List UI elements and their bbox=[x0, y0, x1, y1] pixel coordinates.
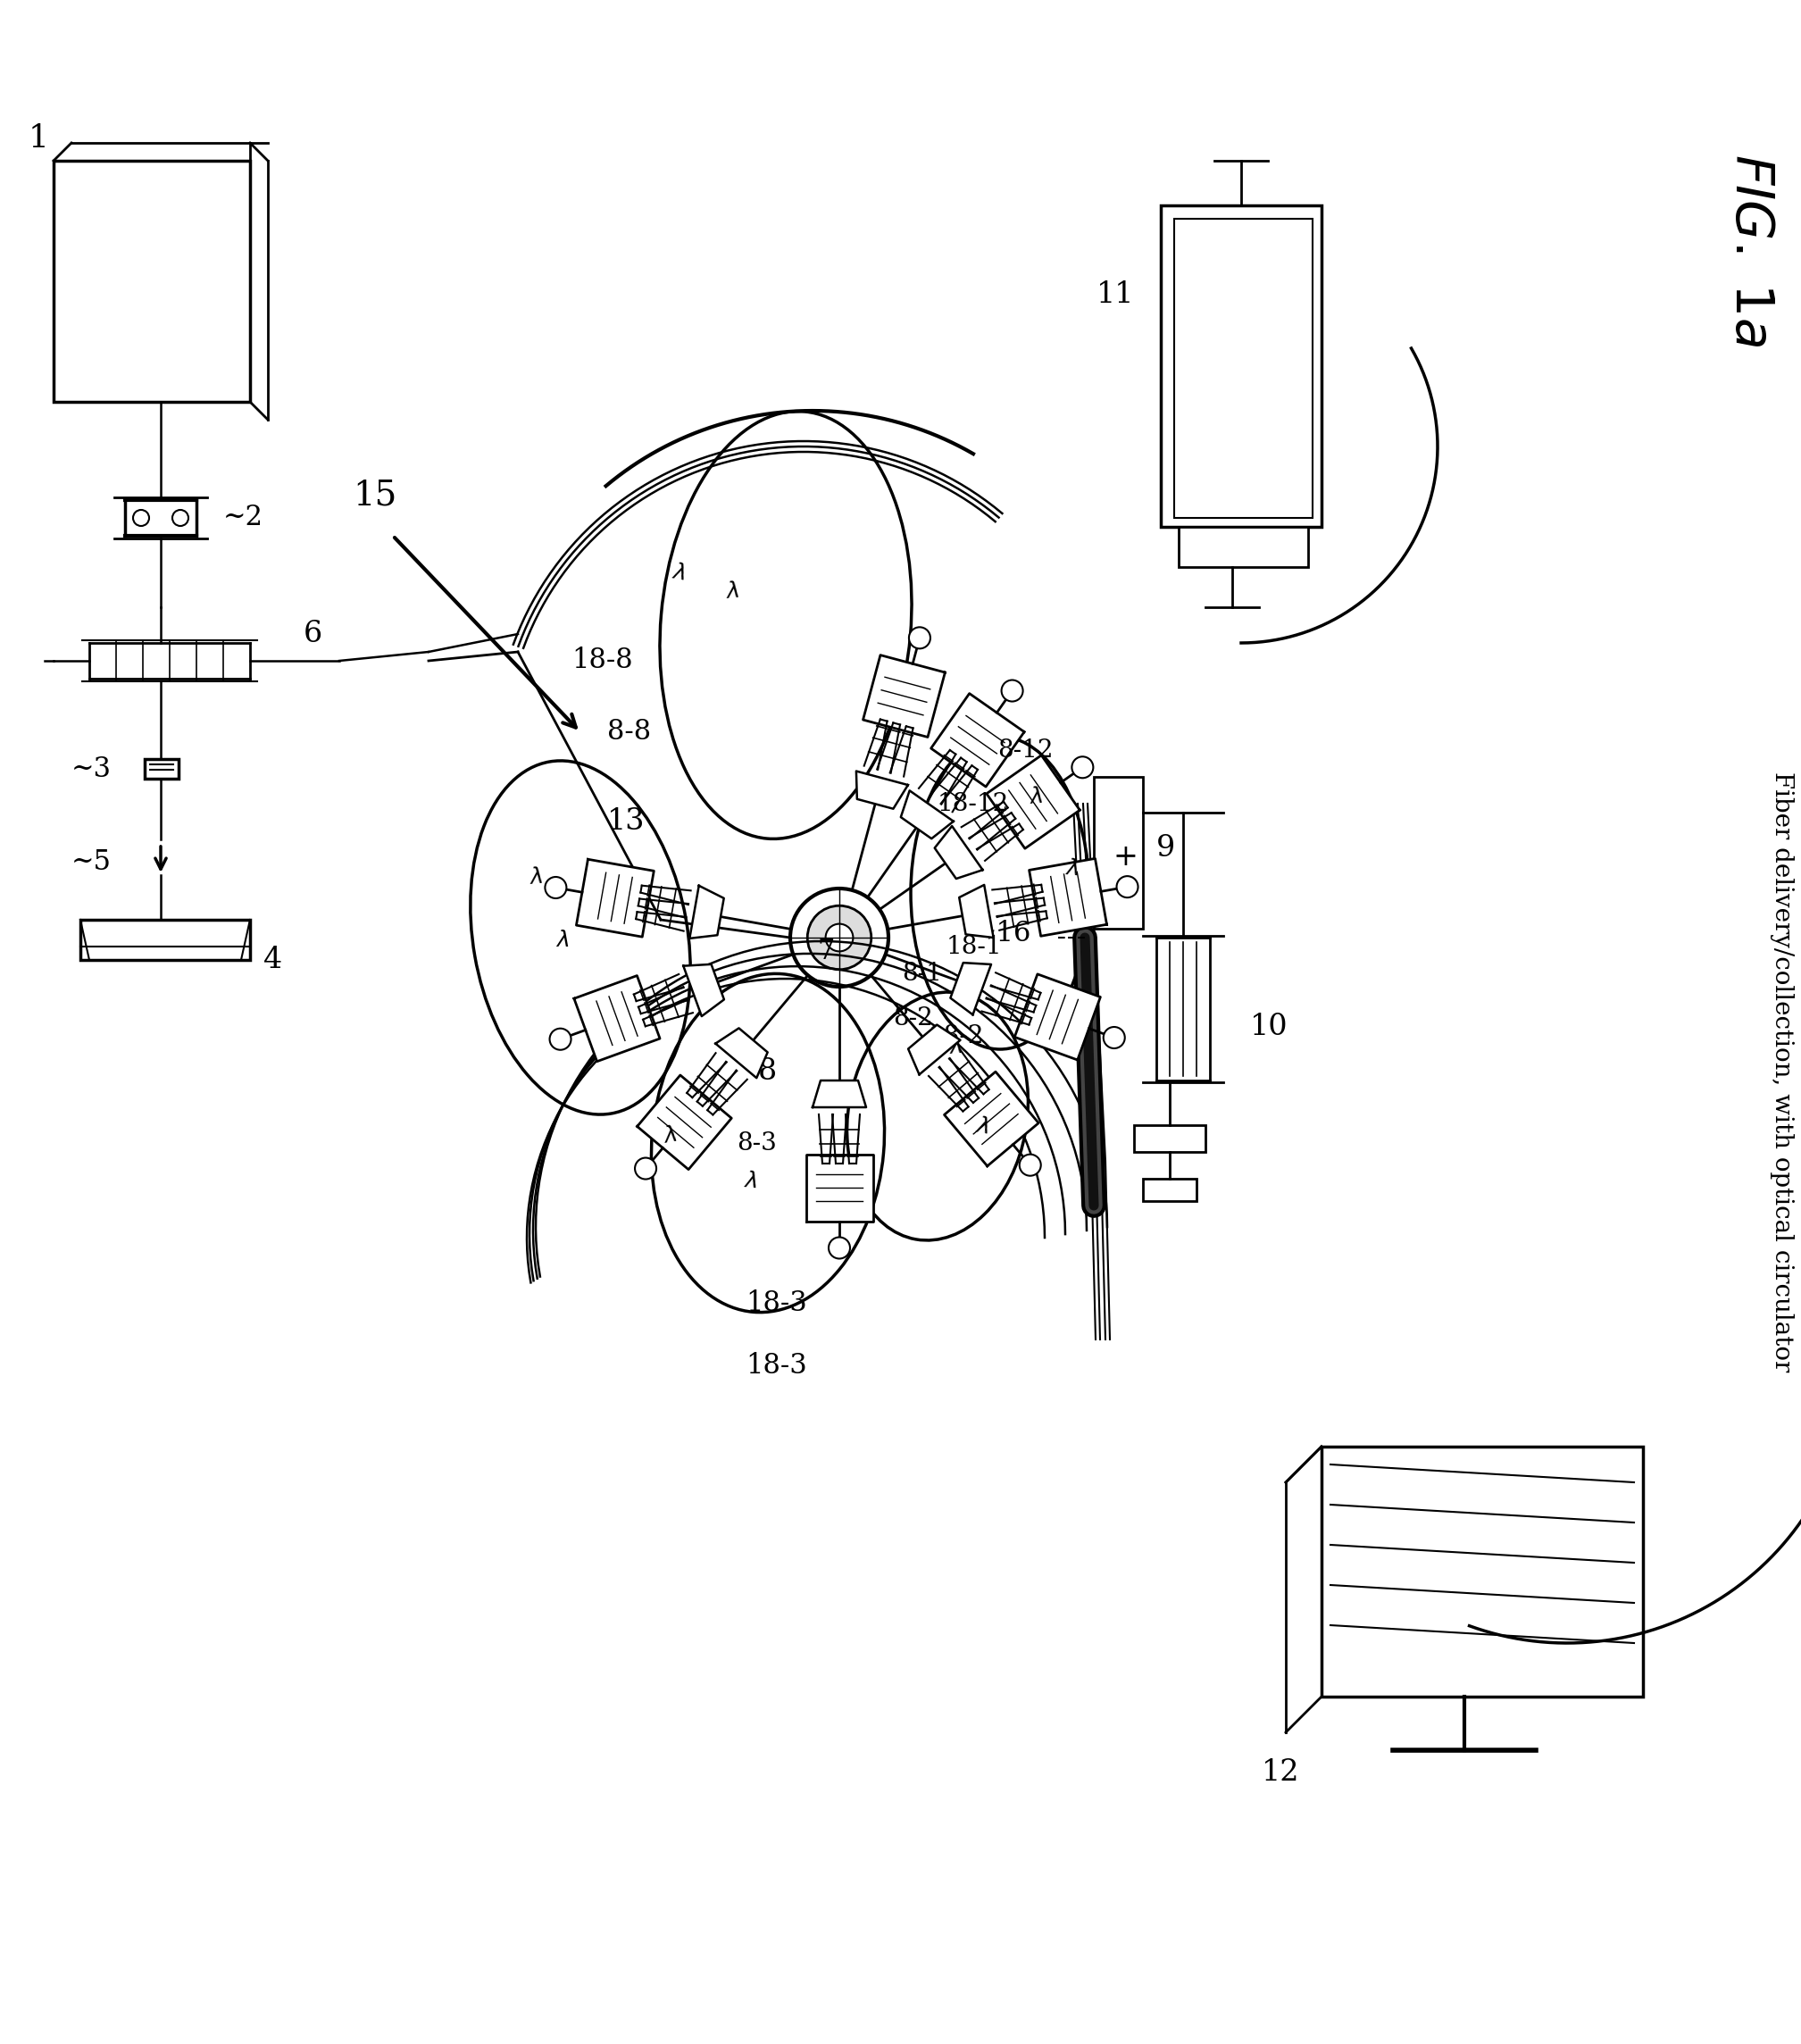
Text: $\lambda$: $\lambda$ bbox=[724, 580, 740, 603]
Polygon shape bbox=[575, 975, 659, 1061]
Text: 18-12: 18-12 bbox=[937, 791, 1009, 816]
Circle shape bbox=[828, 1237, 850, 1259]
Bar bbox=[1322, 1447, 1643, 1697]
Polygon shape bbox=[805, 1155, 873, 1220]
Polygon shape bbox=[987, 754, 1081, 848]
Circle shape bbox=[636, 1157, 656, 1179]
Bar bbox=[144, 758, 178, 779]
Text: 8: 8 bbox=[758, 1057, 776, 1085]
Polygon shape bbox=[935, 826, 983, 879]
Polygon shape bbox=[951, 963, 991, 1014]
Text: 8-8: 8-8 bbox=[607, 717, 650, 746]
Polygon shape bbox=[944, 1071, 1039, 1165]
Bar bbox=[81, 920, 250, 961]
Text: 6: 6 bbox=[304, 619, 322, 648]
Polygon shape bbox=[855, 771, 908, 809]
Text: $\lambda$: $\lambda$ bbox=[947, 1036, 964, 1059]
Bar bbox=[1135, 1124, 1205, 1153]
Text: 9: 9 bbox=[1156, 834, 1176, 863]
Text: $\lambda$: $\lambda$ bbox=[1064, 858, 1079, 879]
Polygon shape bbox=[908, 1024, 960, 1075]
Text: 18-8: 18-8 bbox=[571, 648, 632, 675]
Text: $\lambda$: $\lambda$ bbox=[742, 1171, 758, 1192]
Bar bbox=[1174, 219, 1313, 517]
Circle shape bbox=[546, 877, 567, 897]
Text: 11: 11 bbox=[1097, 280, 1135, 309]
Polygon shape bbox=[931, 693, 1025, 787]
Polygon shape bbox=[638, 1075, 731, 1169]
Text: ~3: ~3 bbox=[72, 754, 112, 783]
Text: ~2: ~2 bbox=[223, 505, 263, 531]
Text: $\lambda$: $\lambda$ bbox=[974, 1116, 991, 1139]
Text: 7: 7 bbox=[818, 936, 834, 965]
Polygon shape bbox=[1014, 975, 1100, 1061]
Text: 8-3: 8-3 bbox=[737, 1130, 776, 1155]
Text: $\lambda$: $\lambda$ bbox=[670, 562, 688, 585]
Text: 18-3: 18-3 bbox=[746, 1353, 807, 1380]
Text: $\lambda$: $\lambda$ bbox=[557, 930, 569, 950]
Polygon shape bbox=[1028, 858, 1108, 936]
Circle shape bbox=[791, 889, 888, 987]
Circle shape bbox=[1001, 681, 1023, 701]
Circle shape bbox=[825, 924, 854, 950]
Circle shape bbox=[1104, 1026, 1126, 1049]
Polygon shape bbox=[900, 791, 953, 838]
Bar bbox=[1178, 527, 1308, 566]
Text: 4: 4 bbox=[263, 946, 283, 975]
Text: 18-3: 18-3 bbox=[746, 1290, 807, 1318]
Text: 18-2: 18-2 bbox=[929, 1024, 985, 1049]
Text: 10: 10 bbox=[1250, 1012, 1288, 1040]
Circle shape bbox=[807, 905, 872, 969]
Circle shape bbox=[133, 509, 149, 525]
Circle shape bbox=[910, 628, 931, 648]
Polygon shape bbox=[576, 858, 654, 936]
Text: 18-1: 18-1 bbox=[947, 934, 1003, 959]
Text: 13: 13 bbox=[607, 807, 645, 836]
Text: Fiber delivery/collection, with optical circulator: Fiber delivery/collection, with optical … bbox=[1769, 771, 1794, 1372]
Bar bbox=[54, 161, 250, 403]
Polygon shape bbox=[863, 654, 946, 738]
Circle shape bbox=[1072, 756, 1093, 779]
Text: 15: 15 bbox=[353, 478, 396, 513]
Polygon shape bbox=[812, 1081, 866, 1108]
Text: ~16: ~16 bbox=[974, 920, 1032, 946]
Polygon shape bbox=[715, 1028, 767, 1077]
Text: 8-1: 8-1 bbox=[902, 961, 942, 985]
Text: $FIG.\ 1a$: $FIG.\ 1a$ bbox=[1725, 153, 1776, 347]
Text: 1: 1 bbox=[29, 123, 49, 153]
Text: +: + bbox=[1113, 842, 1138, 871]
Bar bbox=[1093, 777, 1144, 928]
Text: 12: 12 bbox=[1261, 1758, 1299, 1786]
Text: $\lambda$: $\lambda$ bbox=[528, 867, 544, 889]
Bar bbox=[1144, 1179, 1196, 1202]
Text: $\lambda$: $\lambda$ bbox=[661, 1124, 679, 1147]
Polygon shape bbox=[690, 885, 724, 938]
Text: ~5: ~5 bbox=[72, 848, 112, 875]
Text: 8-2: 8-2 bbox=[893, 1006, 933, 1030]
Circle shape bbox=[549, 1028, 571, 1051]
Bar bbox=[1162, 204, 1322, 527]
Text: 8-12: 8-12 bbox=[998, 738, 1054, 762]
Text: $\lambda$: $\lambda$ bbox=[1028, 787, 1043, 807]
Polygon shape bbox=[683, 965, 724, 1016]
Polygon shape bbox=[960, 885, 994, 938]
Circle shape bbox=[1117, 877, 1138, 897]
Circle shape bbox=[1019, 1155, 1041, 1175]
Circle shape bbox=[173, 509, 189, 525]
